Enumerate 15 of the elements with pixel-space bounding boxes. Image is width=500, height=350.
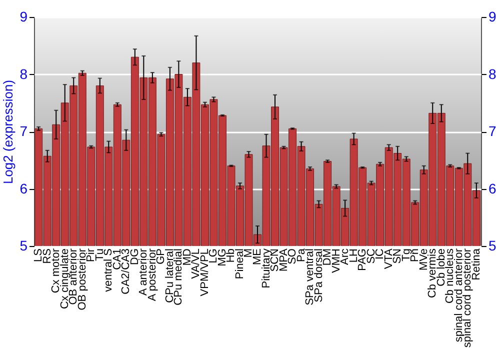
y2-tick-label: 7 xyxy=(488,123,496,139)
y-tick-label: 5 xyxy=(20,238,28,254)
y2-tick-label: 9 xyxy=(488,8,496,24)
y-tick-label: 7 xyxy=(20,123,28,139)
x-tick-label: A posterior xyxy=(146,248,158,302)
y-axis-title: Log2 (expression) xyxy=(0,80,16,184)
y2-tick-label: 5 xyxy=(488,238,496,254)
x-tick-label: Tg xyxy=(400,248,412,262)
y-tick-label: 6 xyxy=(20,180,28,196)
y-tick-label: 9 xyxy=(20,8,28,24)
y-tick-label: 8 xyxy=(20,66,28,82)
x-tick-label: OB posterior xyxy=(76,248,88,310)
x-tick-label: RS xyxy=(41,248,54,264)
y2-tick-label: 8 xyxy=(488,66,496,82)
y2-tick-label: 6 xyxy=(488,180,496,196)
